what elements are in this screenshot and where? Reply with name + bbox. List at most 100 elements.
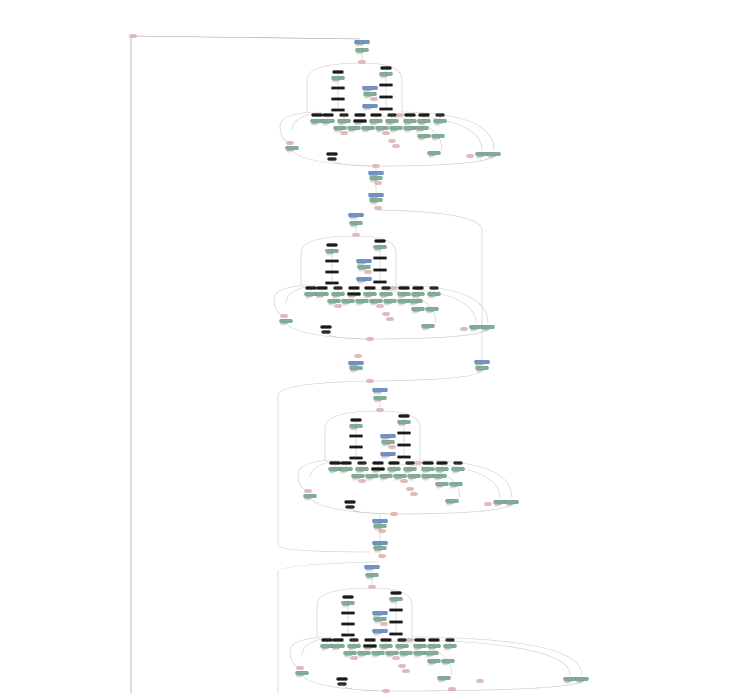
op-node: [437, 676, 451, 683]
op-node-shape: [399, 651, 413, 655]
graph-edge: [306, 62, 363, 112]
op-node-shape: [379, 292, 393, 296]
op-node-shape: [413, 644, 427, 648]
param-node-shape: [340, 461, 352, 465]
param-node-shape: [381, 286, 391, 290]
param-node: [381, 286, 391, 290]
param-node-shape: [397, 638, 407, 642]
param-node: [326, 152, 338, 156]
node-caption-mark: [316, 296, 324, 297]
const-node: [380, 622, 388, 626]
node-caption-mark: [357, 282, 364, 284]
const-node: [406, 638, 414, 642]
graph-edge: [369, 328, 489, 340]
op-node: [339, 467, 353, 474]
node-caption-mark: [366, 479, 372, 481]
param-node: [349, 434, 363, 438]
node-caption-mark: [412, 312, 418, 314]
graph-edge: [341, 685, 387, 692]
op-node: [373, 546, 387, 553]
op-node-shape: [397, 299, 411, 303]
node-caption-mark: [482, 329, 490, 330]
node-caption-mark: [398, 303, 406, 304]
op-node-shape: [435, 482, 449, 486]
param-node-shape: [341, 633, 355, 637]
op-node-shape: [331, 644, 345, 648]
param-node-shape: [325, 281, 339, 285]
const-node-shape: [340, 131, 348, 135]
op-node-shape: [381, 440, 395, 444]
node-caption-mark: [388, 472, 394, 474]
op-node: [433, 119, 447, 126]
node-caption-mark: [370, 124, 376, 126]
const-node-shape: [400, 479, 408, 483]
graph-edge: [379, 410, 421, 460]
param-node-shape: [404, 113, 416, 117]
node-caption-mark: [376, 130, 384, 131]
op-node: [369, 198, 383, 205]
node-caption-mark: [352, 478, 360, 479]
param-node: [342, 595, 354, 599]
node-caption-mark: [350, 371, 356, 373]
matmul-node-shape: [368, 171, 384, 175]
param-node-shape: [373, 268, 387, 272]
graph-edge: [361, 62, 403, 112]
param-node: [388, 461, 400, 465]
const-node-shape: [354, 354, 362, 358]
op-node-shape: [493, 500, 507, 504]
node-caption-mark: [348, 649, 354, 651]
node-caption-mark: [428, 156, 434, 158]
node-caption-mark: [365, 570, 372, 572]
const-node-shape: [448, 687, 456, 691]
param-node: [379, 83, 393, 87]
const-node-shape: [466, 154, 474, 158]
op-node: [373, 396, 387, 403]
op-node: [411, 292, 425, 299]
const-node: [286, 141, 294, 145]
param-node-shape: [398, 286, 410, 290]
op-node-shape: [387, 467, 401, 471]
node-caption-mark: [374, 400, 382, 401]
param-node: [398, 286, 410, 290]
param-node-shape: [422, 461, 434, 465]
param-node: [349, 456, 363, 460]
node-caption-mark: [373, 545, 382, 546]
node-caption-mark: [357, 264, 364, 266]
op-node-shape: [433, 119, 447, 123]
node-caption-mark: [476, 156, 484, 157]
op-node: [433, 474, 447, 481]
op-node: [387, 467, 401, 474]
op-node: [445, 499, 459, 506]
node-caption-mark: [370, 203, 376, 205]
const-node-shape: [406, 487, 414, 491]
op-node: [451, 467, 465, 474]
node-caption-mark: [304, 498, 312, 499]
const-node-shape: [378, 554, 386, 558]
param-node-shape: [388, 461, 400, 465]
node-caption-mark: [362, 130, 370, 131]
param-node: [305, 286, 317, 290]
node-caption-mark: [369, 175, 378, 176]
op-node-shape: [427, 659, 441, 663]
param-node: [336, 677, 348, 681]
node-caption-mark: [372, 655, 380, 656]
const-node-shape: [372, 164, 380, 168]
node-caption-mark: [363, 90, 372, 91]
op-node: [475, 152, 489, 159]
const-node-shape: [382, 131, 390, 135]
node-caption-mark: [328, 304, 334, 306]
op-node: [343, 651, 357, 658]
node-caption-mark: [370, 181, 376, 183]
node-caption-mark: [398, 304, 404, 306]
node-caption-mark: [434, 479, 440, 481]
op-node: [417, 134, 431, 141]
const-node-shape: [358, 60, 366, 64]
op-node: [441, 659, 455, 666]
graph-edge: [377, 209, 483, 360]
param-node: [428, 638, 440, 642]
node-caption-mark: [340, 471, 348, 472]
param-node: [363, 644, 377, 648]
node-caption-mark: [342, 303, 350, 304]
node-caption-mark: [452, 471, 460, 472]
